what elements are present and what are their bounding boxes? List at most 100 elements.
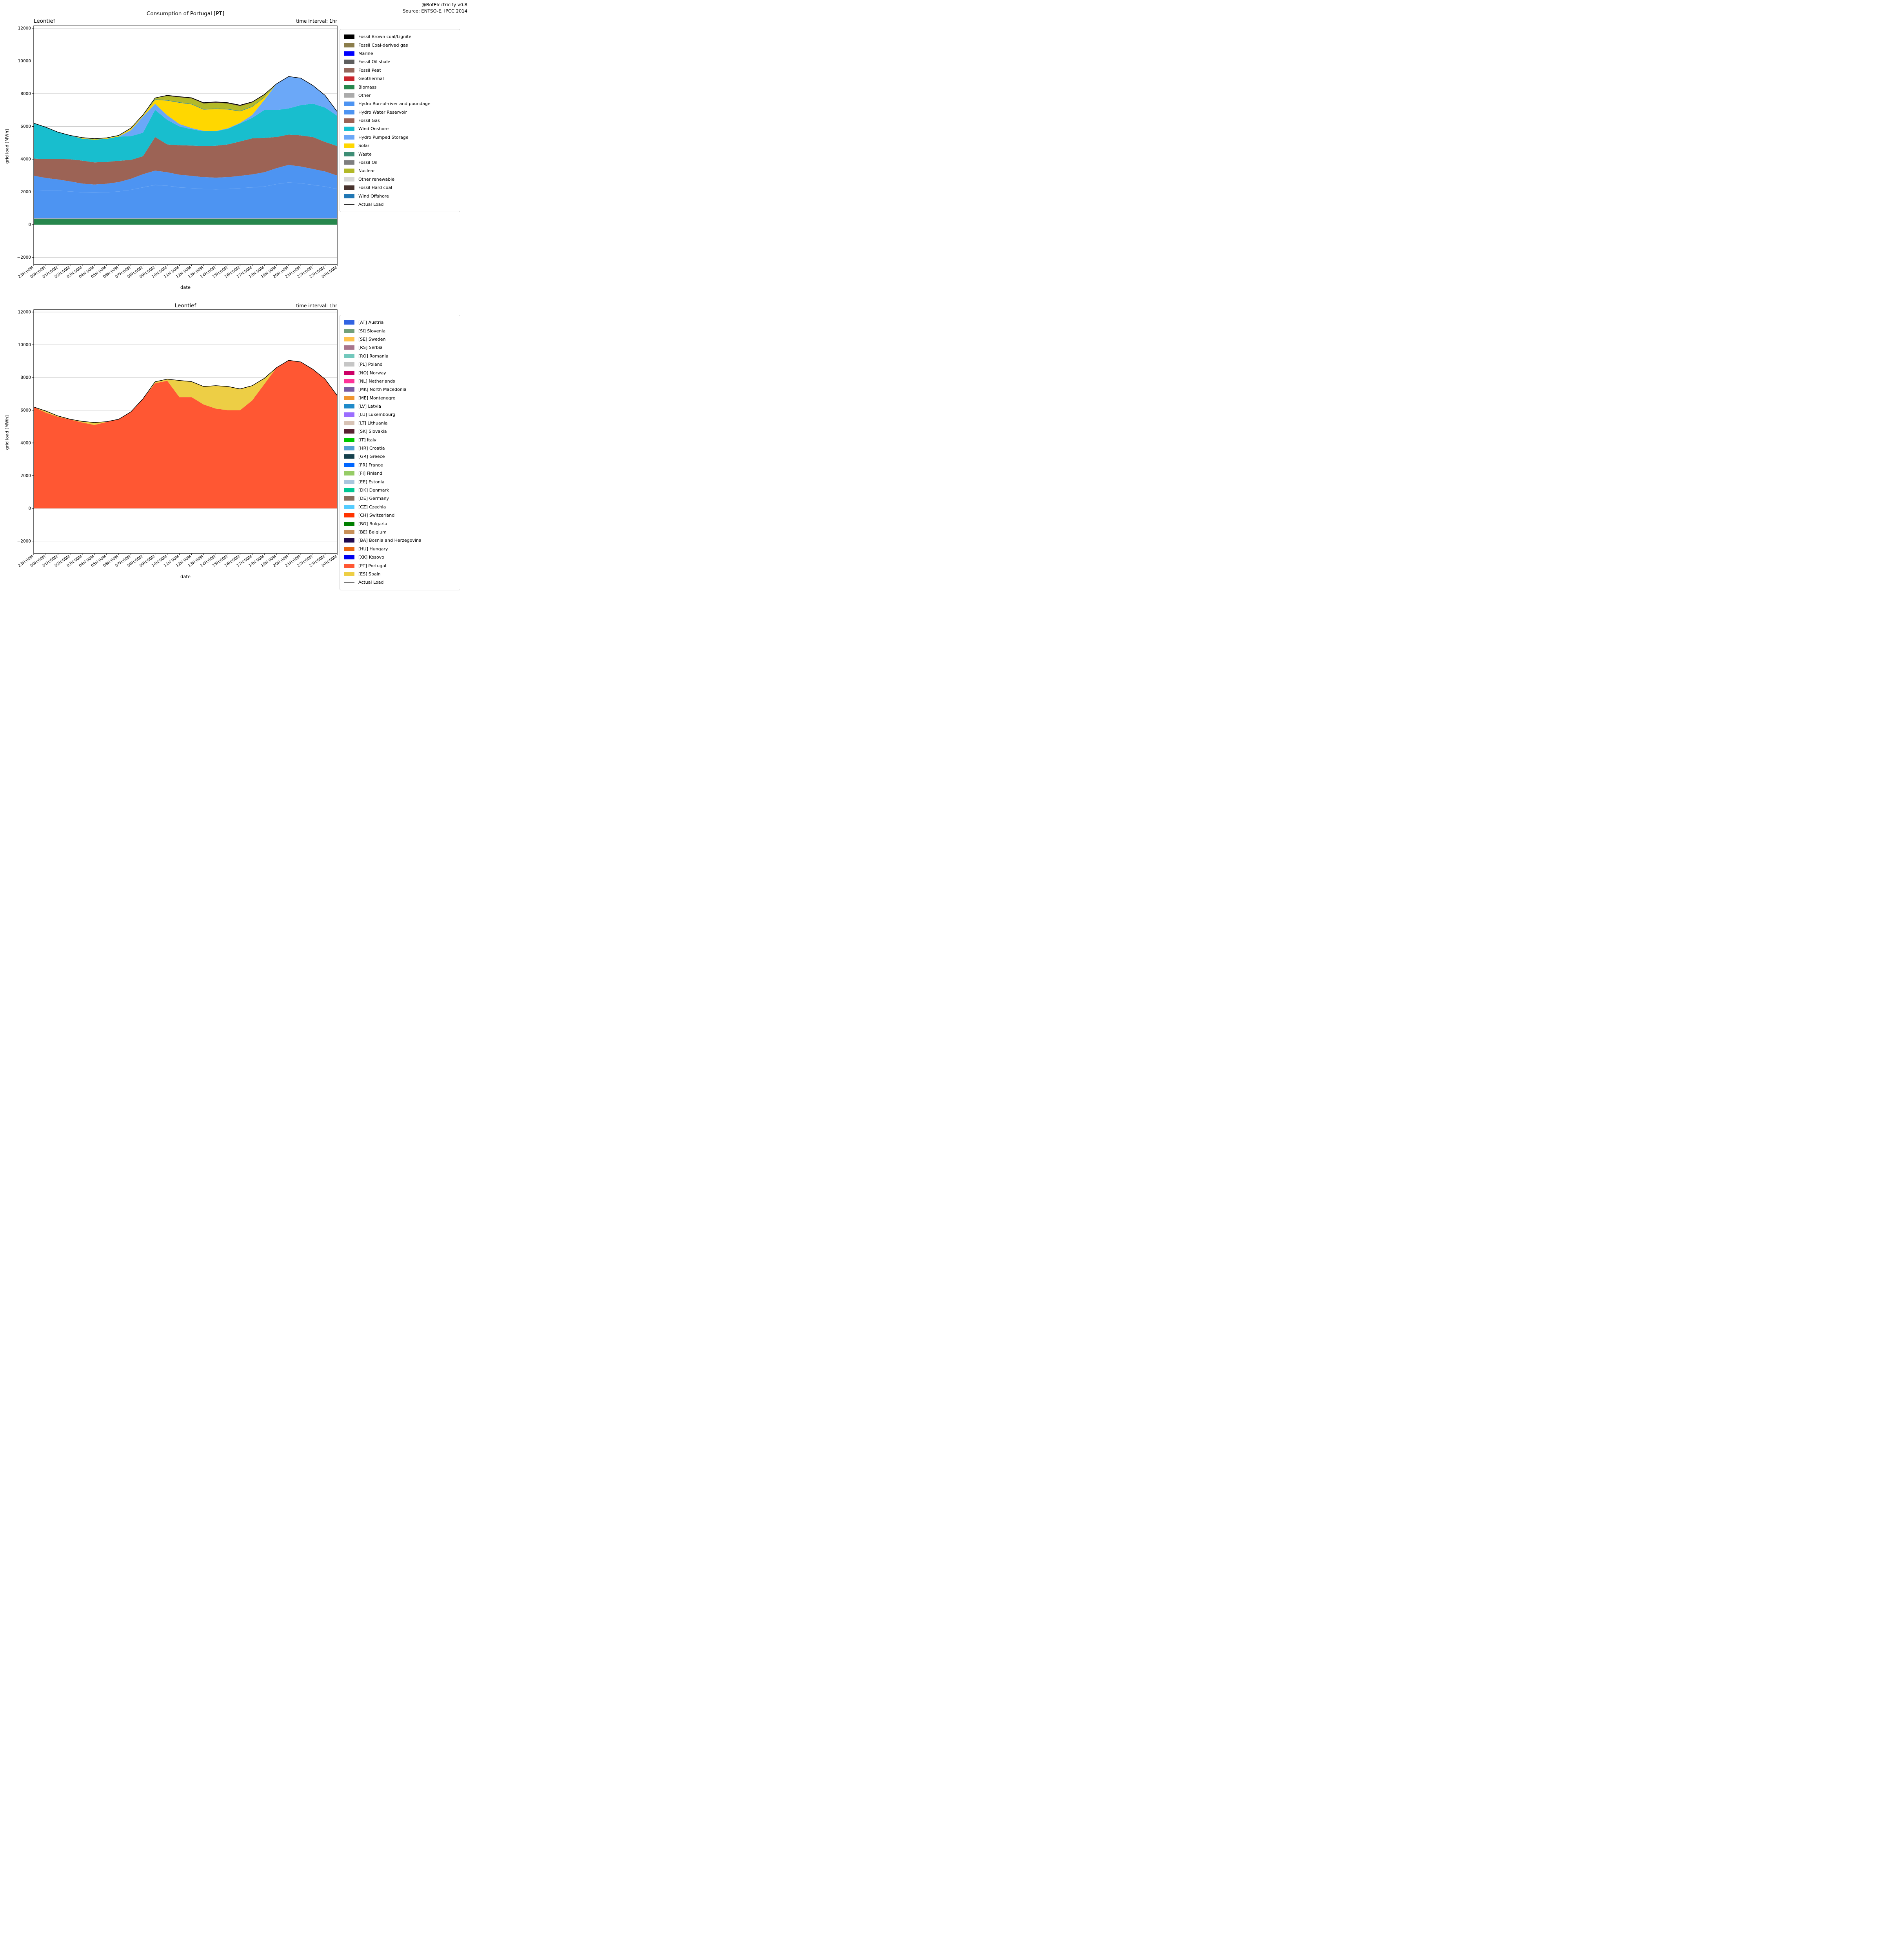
chart2-legend-swatch-se-sweden [344,337,354,341]
watermark: @BotElectricity v0.8 Source: ENTSO-E, IP… [403,2,467,14]
chart2-legend-label: [EE] Estonia [358,479,385,485]
chart2-legend-swatch-dk-denmark [344,488,354,492]
chart2-legend-swatch-lt-lithuania [344,421,354,425]
chart1-subtitle-left: Leontief [34,18,55,24]
chart2-legend-label: [AT] Austria [358,320,384,325]
chart1-legend-label: Fossil Oil [358,160,378,165]
chart1-legend-label: Fossil Brown coal/Lignite [358,34,412,40]
chart1-area-biomass [34,219,337,225]
chart2-legend-item: [BA] Bosnia and Herzegovina [344,536,456,544]
chart1-area-hydro-pumped-storage [34,76,337,140]
chart1-legend-item: Hydro Run-of-river and poundage [344,100,456,108]
chart1-legend-swatch-fossil-oil-shale [344,60,354,64]
chart2-legend-label: [DK] Denmark [358,488,389,493]
chart2-area-es-spain [34,360,337,425]
chart2-legend-item: [RS] Serbia [344,343,456,352]
chart2-legend-label: [GR] Greece [358,454,385,459]
chart2-legend-label: [ES] Spain [358,571,381,577]
chart2-legend-swatch-de-germany [344,496,354,501]
chart2-legend-label: [PL] Poland [358,362,383,367]
watermark-line2: Source: ENTSO-E, IPCC 2014 [403,8,467,14]
chart1-legend-item: Other [344,91,456,100]
chart2-legend-swatch-lu-luxembourg [344,412,354,417]
chart2-legend-label: [MK] North Macedonia [358,387,407,392]
chart1-legend-item-actual-load: Actual Load [344,200,456,209]
chart1-ytick-label: 12000 [18,26,31,31]
page: @BotElectricity v0.8 Source: ENTSO-E, IP… [0,0,470,627]
watermark-line1: @BotElectricity v0.8 [421,2,467,7]
chart2-legend-item: [IT] Italy [344,436,456,444]
chart1-legend-item: Fossil Coal-derived gas [344,41,456,49]
chart2-legend-item: [MK] North Macedonia [344,385,456,394]
chart1-legend-label: Fossil Coal-derived gas [358,42,408,48]
chart1-legend-item: Wind Offshore [344,192,456,200]
chart1-legend-swatch-fossil-gas [344,118,354,123]
chart2-legend-swatch-hu-hungary [344,546,354,551]
chart1-legend-label: Actual Load [358,202,384,207]
chart2-subtitle-right: time interval: 1hr [296,303,337,309]
chart2-legend-label: Actual Load [358,580,384,585]
chart2-legend-swatch-actual-load-line [344,582,354,583]
chart1-legend-swatch-nuclear [344,169,354,173]
chart2-legend-swatch-ro-romania [344,354,354,358]
chart2-legend-item: [ME] Montenegro [344,394,456,402]
chart1-legend-item: Fossil Brown coal/Lignite [344,33,456,41]
chart2-legend-label: [SE] Sweden [358,336,386,342]
chart1-ytick-label: 0 [28,223,31,227]
chart2-legend-label: [LT] Lithuania [358,420,388,426]
chart2-legend-item: [LU] Luxembourg [344,410,456,419]
chart2-legend-swatch-es-spain [344,572,354,576]
chart1-area-hydro-run-of-river-and-poundage [34,182,337,219]
chart2-legend-label: [NO] Norway [358,370,386,376]
chart2-legend-label: [RO] Romania [358,353,389,359]
chart1-legend-label: Hydro Water Reservoir [358,109,407,115]
chart2-legend-swatch-no-norway [344,370,354,375]
chart2-areas [34,360,337,508]
chart2-legend: [AT] Austria [SI] Slovenia [SE] Sweden [RS]… [340,315,460,590]
chart2-legend-item: [LV] Latvia [344,402,456,410]
chart1-legend-label: Marine [358,51,373,56]
chart1-xlabel: date [180,285,191,290]
chart2-legend-label: [HU] Hungary [358,546,388,552]
chart2-legend-item: [BG] Bulgaria [344,519,456,528]
chart1-legend-item: Geothermal [344,74,456,83]
chart2-xlabel: date [180,574,191,579]
chart2-legend-item: [FI] Finland [344,469,456,477]
chart1-y-axis: −2000 0 2000 4000 6000 8000 10000 12000 [17,26,34,260]
chart2-legend-label: [FI] Finland [358,471,382,476]
chart1-actual-load-line [33,76,338,139]
chart2-legend-swatch-bg-bulgaria [344,521,354,526]
chart2-legend-swatch-pt-portugal [344,563,354,568]
chart2-legend-label: [HR] Croatia [358,446,385,451]
chart1-legend-item: Fossil Hard coal [344,183,456,192]
chart1-legend-item: Nuclear [344,167,456,175]
chart1-area-fossil-gas [34,134,337,185]
chart2-area-pt-portugal [34,360,337,508]
chart1-legend-swatch-fossil-oil [344,160,354,165]
chart2-legend-label: [IT] Italy [358,437,376,443]
chart2-legend-swatch-rs-serbia [344,345,354,350]
chart1-ytick-label: 10000 [18,59,31,64]
chart2-legend-item: [HR] Croatia [344,444,456,452]
chart2-legend-item: [LT] Lithuania [344,419,456,427]
chart1-legend-item: Other renewable [344,175,456,183]
chart1-areas [33,76,338,225]
chart1-legend-swatch-other [344,93,354,98]
chart1-legend-label: Hydro Pumped Storage [358,134,409,140]
chart2-actual-load-line [33,360,338,423]
chart2-legend-item: [NL] Netherlands [344,377,456,385]
chart1-legend-swatch-wind-onshore [344,127,354,131]
chart2-ytick-label: 4000 [20,441,31,446]
chart2-legend-item: [EE] Estonia [344,477,456,486]
chart2-legend-swatch-cz-czechia [344,505,354,509]
chart1-legend-item: Fossil Peat [344,66,456,74]
chart2-legend-label: [CH] Switzerland [358,513,395,518]
chart1-legend-swatch-fossil-coal-derived-gas [344,43,354,47]
chart2-legend-item: [PL] Poland [344,360,456,368]
chart2-legend-label: [LU] Luxembourg [358,412,396,417]
chart1-legend-label: Hydro Run-of-river and poundage [358,101,431,107]
chart1-legend-swatch-fossil-peat [344,68,354,73]
chart2-legend-swatch-ch-switzerland [344,513,354,518]
chart2-legend-item: [CZ] Czechia [344,503,456,511]
chart1-ytick-label: 8000 [20,92,31,96]
